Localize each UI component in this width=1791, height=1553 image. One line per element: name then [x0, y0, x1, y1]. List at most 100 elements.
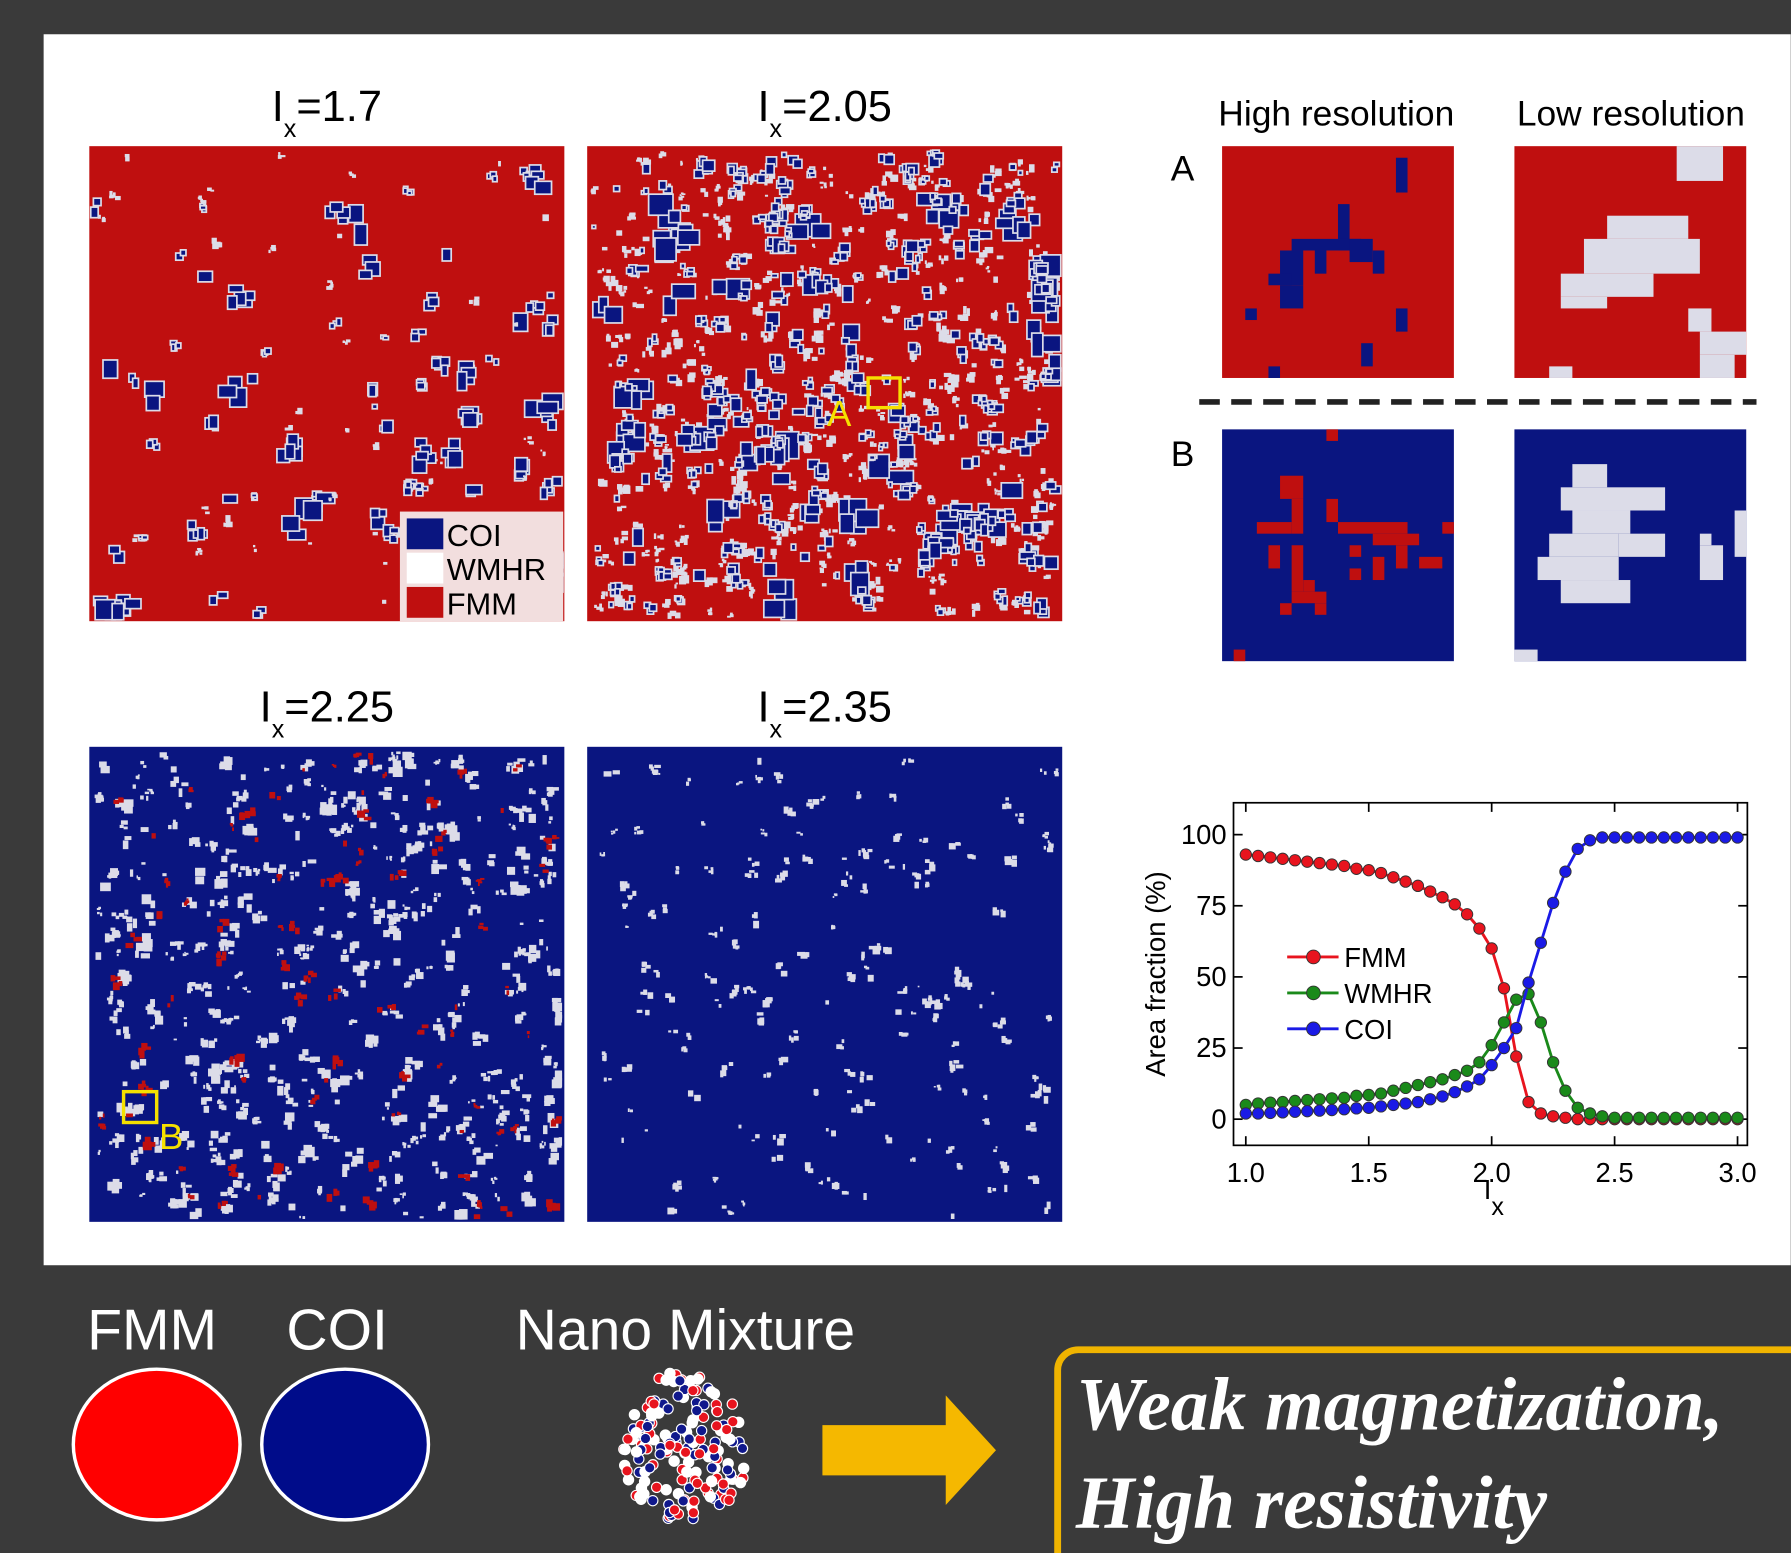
- phase-domain: [221, 1087, 228, 1093]
- phase-domain: [268, 1077, 274, 1082]
- phase-domain: [477, 1106, 480, 1109]
- subscript: x: [284, 115, 297, 143]
- phase-domain: [502, 1110, 510, 1115]
- phase-domain: [279, 948, 282, 950]
- phase-domain: [228, 1166, 233, 1171]
- phase-domain: [375, 960, 380, 965]
- phase-domain: [987, 481, 991, 486]
- phase-domain: [218, 902, 221, 905]
- phase-domain: [749, 870, 755, 873]
- phase-domain: [430, 966, 432, 969]
- phase-domain: [394, 813, 398, 816]
- phase-domain: [113, 604, 123, 619]
- map-background: [587, 747, 1062, 1222]
- phase-domain: [616, 468, 620, 471]
- phase-domain: [434, 893, 436, 896]
- phase-domain: [985, 406, 988, 412]
- phase-domain: [393, 958, 400, 965]
- phase-domain: [907, 377, 910, 380]
- phase-domain: [681, 575, 689, 583]
- phase-domain: [126, 1114, 133, 1118]
- phase-domain: [880, 155, 884, 161]
- phase-domain: [1007, 201, 1014, 205]
- phase-domain: [467, 486, 481, 494]
- phase-domain: [524, 438, 526, 440]
- phase-domain: [682, 206, 685, 209]
- phase-domain: [441, 831, 445, 835]
- phase-domain: [663, 909, 668, 913]
- phase-domain: [233, 802, 238, 807]
- phase-domain: [1038, 425, 1047, 431]
- phase-domain: [451, 764, 454, 769]
- phase-domain: [816, 409, 821, 417]
- phase-domain: [464, 769, 467, 774]
- phase-domain: [826, 500, 833, 508]
- phase-domain: [762, 389, 769, 394]
- phase-domain: [330, 1079, 340, 1087]
- phase-domain: [201, 207, 205, 209]
- phase-domain: [220, 933, 227, 937]
- phase-domain: [345, 1152, 352, 1157]
- phase-domain: [290, 921, 295, 925]
- phase-domain: [390, 874, 394, 881]
- phase-domain: [495, 360, 498, 364]
- phase-domain: [134, 379, 138, 387]
- phase-domain: [770, 411, 778, 418]
- phase-domain: [672, 459, 674, 462]
- phase-domain: [205, 944, 208, 947]
- phase-domain: [943, 238, 949, 244]
- phase-domain: [939, 386, 943, 390]
- phase-domain: [737, 192, 745, 196]
- phase-domain: [1046, 375, 1050, 379]
- phase-domain: [757, 448, 764, 464]
- phase-domain: [640, 158, 642, 160]
- phase-domain: [136, 776, 139, 779]
- phase-domain: [349, 173, 353, 176]
- phase-domain: [393, 913, 398, 917]
- phase-domain: [428, 1113, 437, 1118]
- phase-domain: [679, 525, 682, 529]
- phase-domain: [437, 1018, 441, 1022]
- phase-domain: [439, 1136, 446, 1141]
- phase-domain: [111, 874, 114, 876]
- phase-domain: [280, 950, 284, 954]
- phase-domain: [769, 580, 785, 593]
- phase-domain: [627, 269, 631, 273]
- phase-domain: [121, 820, 128, 824]
- phase-domain: [126, 943, 134, 948]
- phase-domain: [951, 511, 957, 516]
- phase-domain: [403, 904, 405, 906]
- phase-domain: [982, 525, 987, 535]
- phase-domain: [607, 334, 610, 337]
- phase-domain: [131, 1159, 136, 1165]
- phase-domain: [997, 492, 1001, 495]
- phase-domain: [616, 590, 619, 595]
- phase-domain: [857, 510, 878, 526]
- phase-domain: [238, 1173, 244, 1179]
- phase-domain: [372, 1165, 378, 1168]
- phase-domain: [547, 326, 553, 335]
- phase-domain: [278, 1174, 286, 1181]
- phase-domain: [927, 411, 931, 414]
- phase-domain: [980, 232, 990, 238]
- symbol: I: [758, 83, 770, 131]
- phase-domain: [998, 490, 1001, 492]
- phase-domain: [396, 1014, 403, 1018]
- phase-domain: [1047, 370, 1051, 373]
- phase-domain: [1018, 223, 1029, 237]
- phase-domain: [216, 1009, 221, 1014]
- phase-domain: [803, 445, 812, 452]
- phase-domain: [516, 459, 527, 471]
- phase-domain: [1010, 165, 1015, 169]
- phase-domain: [469, 300, 473, 304]
- phase-domain: [798, 525, 803, 530]
- phase-domain: [526, 1174, 532, 1182]
- phase-domain: [723, 560, 727, 563]
- phase-domain: [547, 879, 551, 884]
- phase-domain: [847, 345, 855, 356]
- phase-domain: [542, 1141, 544, 1143]
- phase-domain: [227, 807, 232, 814]
- phase-domain: [395, 875, 399, 880]
- phase-domain: [230, 823, 233, 825]
- phase-domain: [991, 433, 1002, 444]
